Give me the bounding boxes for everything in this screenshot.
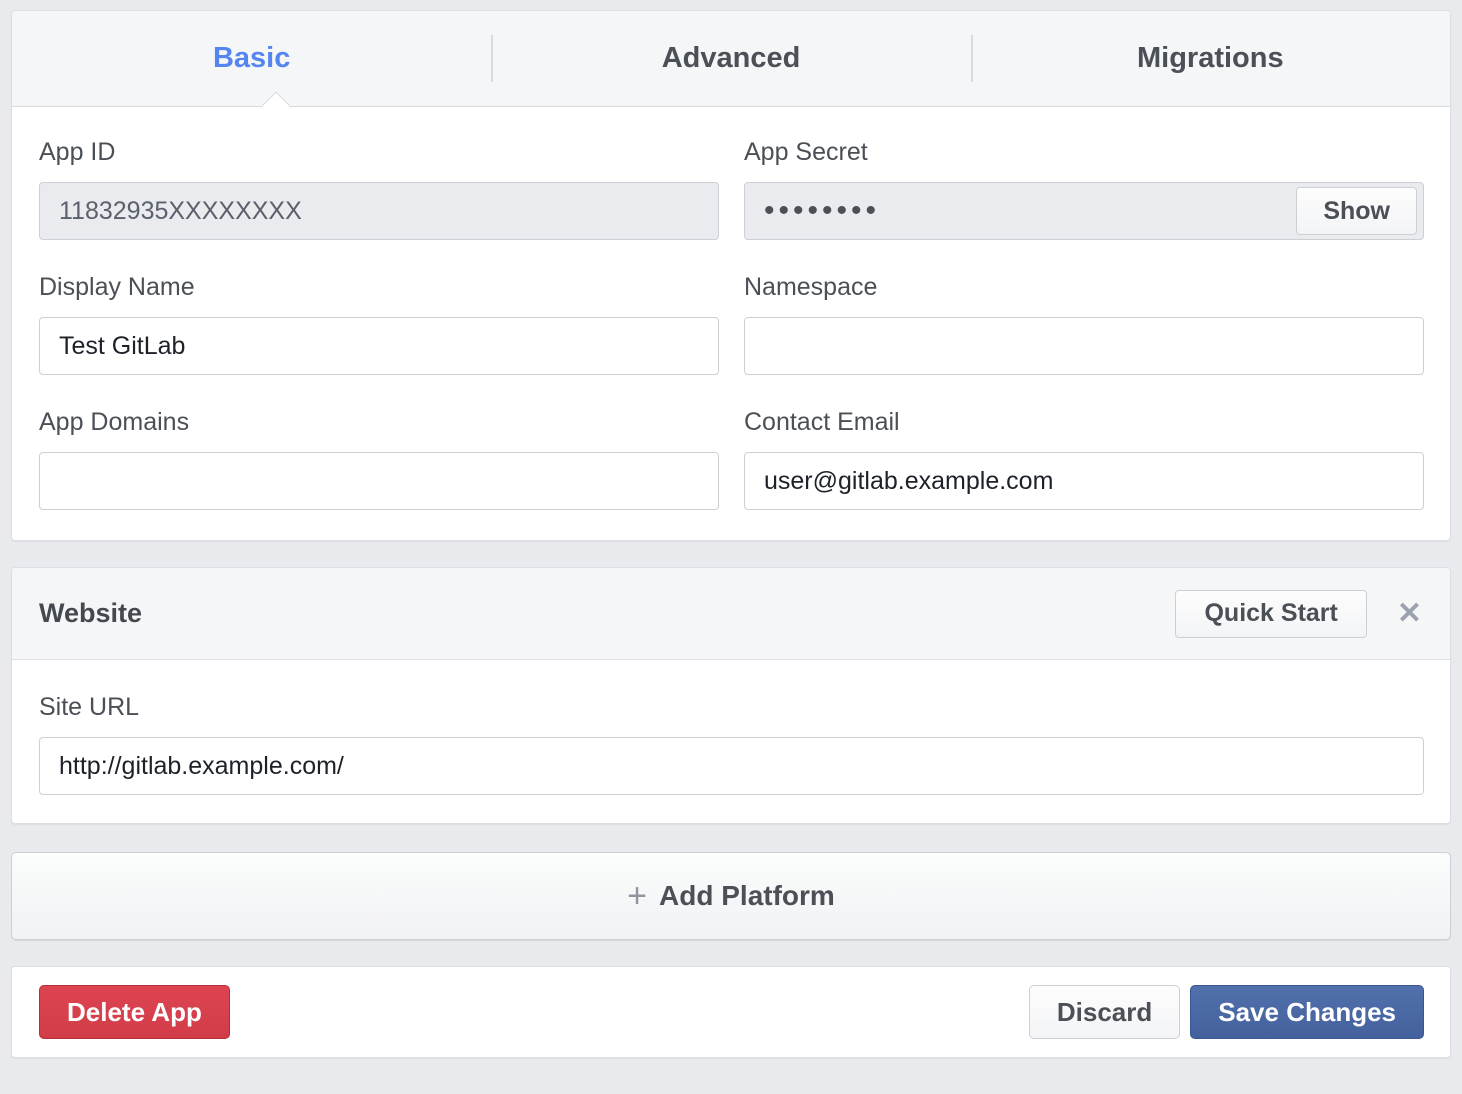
app-id-input[interactable] (39, 182, 719, 240)
display-name-label: Display Name (39, 273, 195, 301)
show-secret-button[interactable]: Show (1296, 187, 1417, 235)
remove-platform-icon[interactable]: ✕ (1396, 596, 1422, 630)
contact-email-input[interactable] (744, 452, 1424, 510)
footer-right-actions: Discard Save Changes (1028, 985, 1424, 1039)
namespace-input[interactable] (744, 317, 1424, 375)
namespace-field-group: Namespace (744, 272, 1424, 375)
plus-icon: + (627, 877, 648, 915)
tab-basic[interactable]: Basic (12, 11, 491, 106)
display-name-field-group: Display Name (39, 272, 719, 375)
basic-settings-form: App ID App Secret Show Display Name Name… (12, 107, 1450, 540)
quick-start-button[interactable]: Quick Start (1175, 589, 1367, 638)
app-domains-input[interactable] (39, 452, 719, 510)
contact-email-label: Contact Email (744, 408, 900, 436)
app-secret-label: App Secret (744, 138, 868, 166)
add-platform-label: Add Platform (659, 880, 835, 911)
website-platform-card: Website Quick Start ✕ Site URL (11, 567, 1451, 824)
tab-advanced-label: Advanced (661, 42, 801, 74)
add-platform-button[interactable]: + Add Platform (11, 852, 1451, 940)
tab-advanced[interactable]: Advanced (491, 11, 970, 106)
website-section-header: Website Quick Start ✕ (12, 568, 1450, 660)
tab-bar: Basic Advanced Migrations (12, 11, 1450, 123)
site-url-field-group: Site URL (39, 692, 1424, 795)
namespace-label: Namespace (744, 273, 878, 301)
save-changes-button[interactable]: Save Changes (1190, 985, 1424, 1039)
website-section-body: Site URL (12, 660, 1450, 823)
tab-migrations-label: Migrations (1137, 42, 1284, 74)
display-name-input[interactable] (39, 317, 719, 375)
app-domains-field-group: App Domains (39, 407, 719, 510)
tab-migrations[interactable]: Migrations (970, 11, 1450, 106)
app-domains-label: App Domains (39, 408, 190, 436)
website-section-title: Website (39, 598, 143, 628)
app-secret-wrap: Show (744, 182, 1424, 240)
site-url-input[interactable] (39, 737, 1424, 795)
app-id-label: App ID (39, 138, 116, 166)
app-id-field-group: App ID (39, 137, 719, 240)
basic-settings-card: Basic Advanced Migrations App ID App Sec… (11, 10, 1451, 541)
site-url-label: Site URL (39, 693, 140, 721)
contact-email-field-group: Contact Email (744, 407, 1424, 510)
delete-app-button[interactable]: Delete App (39, 985, 230, 1039)
tab-basic-label: Basic (212, 42, 291, 74)
app-secret-field-group: App Secret Show (744, 137, 1424, 240)
footer-actions-bar: Delete App Discard Save Changes (11, 966, 1451, 1058)
discard-button[interactable]: Discard (1028, 985, 1181, 1039)
